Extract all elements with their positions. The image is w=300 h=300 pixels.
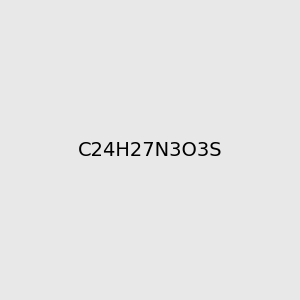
Text: C24H27N3O3S: C24H27N3O3S (78, 140, 222, 160)
